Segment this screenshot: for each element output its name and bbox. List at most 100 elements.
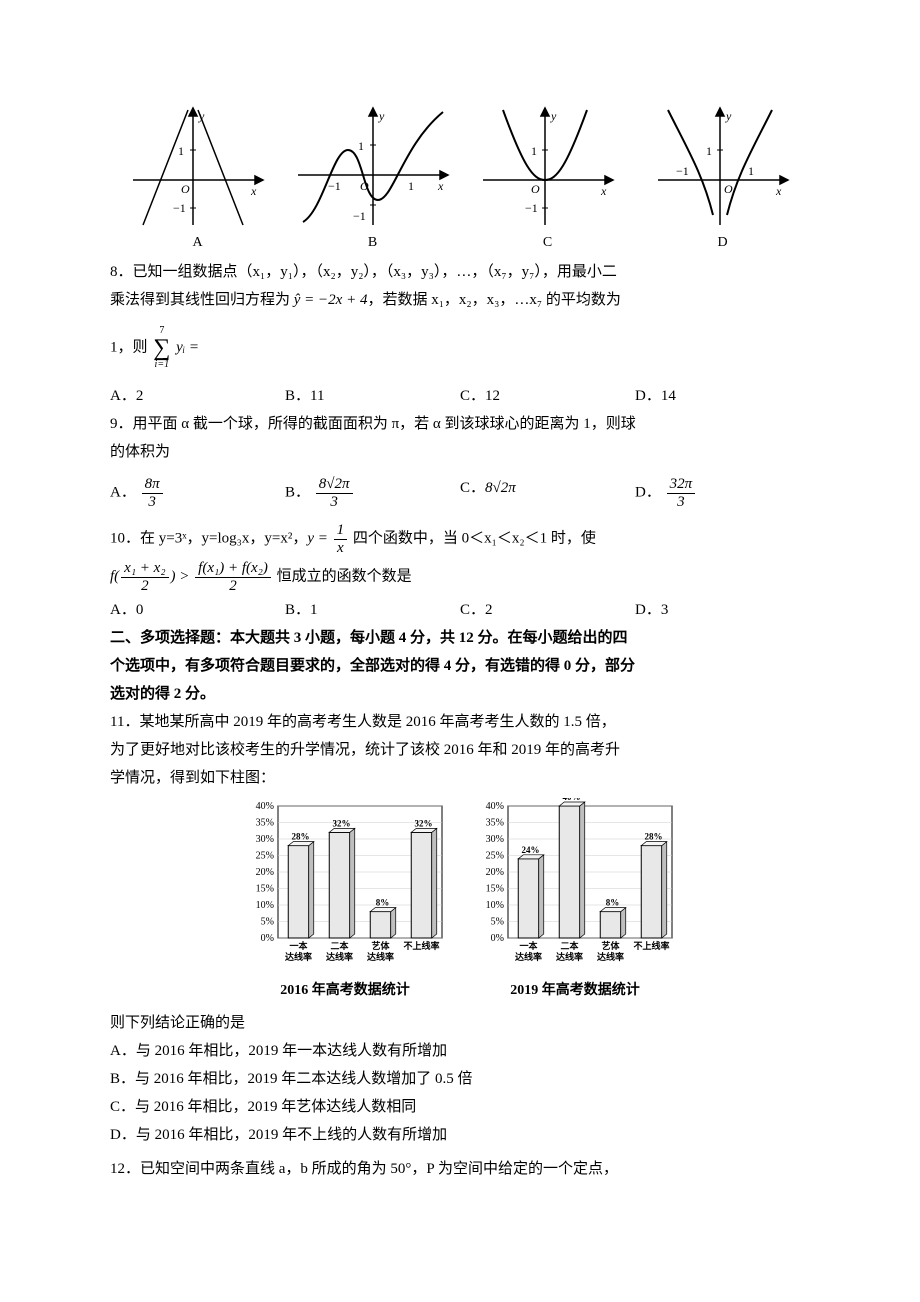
- chart-2016-title: 2016 年高考数据统计: [240, 980, 450, 1002]
- q11-line2: 为了更好地对比该校考生的升学情况，统计了该校 2016 年和 2019 年的高考…: [110, 738, 810, 762]
- graph-b-svg: y 1 −1 1 O x −1: [288, 100, 458, 230]
- q8-opt-d: D．14: [635, 384, 810, 408]
- svg-text:不上线率: 不上线率: [403, 940, 439, 951]
- svg-text:20%: 20%: [256, 867, 274, 878]
- svg-text:−1: −1: [525, 201, 538, 215]
- q10-opt-a: A．0: [110, 598, 285, 622]
- graph-a-label: A: [110, 232, 285, 254]
- svg-text:30%: 30%: [486, 834, 504, 845]
- q9-line1: 9．用平面 α 截一个球，所得的截面面积为 π，若 α 到该球球心的距离为 1，…: [110, 412, 810, 436]
- svg-text:0%: 0%: [491, 933, 504, 944]
- svg-text:28%: 28%: [645, 832, 663, 842]
- svg-text:5%: 5%: [491, 917, 504, 928]
- svg-text:O: O: [360, 179, 369, 193]
- q8-line3: 1，则 7 ∑ i=1 yᵢ =: [110, 326, 810, 370]
- graph-d: y 1 −1 1 O x D: [635, 100, 810, 254]
- svg-text:y: y: [550, 109, 557, 123]
- sigma-icon: 7 ∑ i=1: [153, 326, 170, 370]
- charts-row: 0%5%10%15%20%25%30%35%40%28%一本达线率32%二本达线…: [110, 798, 810, 1002]
- svg-text:0%: 0%: [261, 933, 274, 944]
- chart-2016-svg: 0%5%10%15%20%25%30%35%40%28%一本达线率32%二本达线…: [240, 798, 450, 968]
- chart-2019-title: 2019 年高考数据统计: [470, 980, 680, 1002]
- svg-text:40%: 40%: [256, 801, 274, 812]
- svg-text:O: O: [181, 182, 190, 196]
- svg-text:二本: 二本: [330, 940, 349, 951]
- svg-text:艺体: 艺体: [601, 940, 620, 951]
- svg-text:8%: 8%: [606, 898, 620, 908]
- svg-text:1: 1: [178, 144, 184, 158]
- q9-options: A． 8π3 B． 8√2π3 C．8√2π D． 32π3: [110, 476, 810, 510]
- svg-text:−1: −1: [676, 164, 689, 178]
- graph-d-svg: y 1 −1 1 O x: [648, 100, 798, 230]
- svg-text:达线率: 达线率: [515, 951, 542, 962]
- chart-2019-svg: 0%5%10%15%20%25%30%35%40%24%一本达线率40%二本达线…: [470, 798, 680, 968]
- section2-line1: 二、多项选择题：本大题共 3 小题，每小题 4 分，共 12 分。在每小题给出的…: [110, 626, 810, 650]
- svg-text:−1: −1: [353, 209, 366, 223]
- svg-text:1: 1: [408, 179, 414, 193]
- svg-text:达线率: 达线率: [367, 951, 394, 962]
- q8-options: A．2 B．11 C．12 D．14: [110, 384, 810, 408]
- svg-text:40%: 40%: [486, 801, 504, 812]
- svg-text:x: x: [437, 179, 444, 193]
- svg-text:y: y: [378, 109, 385, 123]
- svg-text:不上线率: 不上线率: [633, 940, 669, 951]
- svg-text:20%: 20%: [486, 867, 504, 878]
- section2-line3: 选对的得 2 分。: [110, 682, 810, 706]
- chart-2016: 0%5%10%15%20%25%30%35%40%28%一本达线率32%二本达线…: [240, 798, 450, 1002]
- graph-a-svg: y 1 −1 O x: [123, 100, 273, 230]
- q11-opt-a: A．与 2016 年相比，2019 年一本达线人数有所增加: [110, 1039, 810, 1063]
- svg-text:25%: 25%: [256, 851, 274, 862]
- q11-line1: 11．某地某所高中 2019 年的高考考生人数是 2016 年高考考生人数的 1…: [110, 710, 810, 734]
- chart-2019: 0%5%10%15%20%25%30%35%40%24%一本达线率40%二本达线…: [470, 798, 680, 1002]
- q10-opt-d: D．3: [635, 598, 810, 622]
- q9-opt-b: B． 8√2π3: [285, 476, 460, 510]
- q11-opt-d: D．与 2016 年相比，2019 年不上线的人数有所增加: [110, 1123, 810, 1147]
- svg-text:y: y: [198, 109, 205, 123]
- q8-opt-b: B．11: [285, 384, 460, 408]
- q12-line1: 12．已知空间中两条直线 a，b 所成的角为 50°，P 为空间中给定的一个定点…: [110, 1157, 810, 1181]
- q11-line3: 学情况，得到如下柱图：: [110, 766, 810, 790]
- q11-opt-b: B．与 2016 年相比，2019 年二本达线人数增加了 0.5 倍: [110, 1067, 810, 1091]
- q10-line2: f(x₁ + x₂2) > f(x₁) + f(x₂)2 恒成立的函数个数是: [110, 560, 810, 594]
- graph-b-label: B: [285, 232, 460, 254]
- svg-text:28%: 28%: [292, 832, 310, 842]
- q10-line1: 10．在 y=3ˣ，y=log₃x，y=x²，y = 1x 四个函数中，当 0＜…: [110, 522, 810, 556]
- svg-text:达线率: 达线率: [326, 951, 353, 962]
- svg-text:32%: 32%: [333, 819, 351, 829]
- svg-text:一本: 一本: [519, 940, 538, 951]
- svg-text:1: 1: [358, 139, 364, 153]
- section2-line2: 个选项中，有多项符合题目要求的，全部选对的得 4 分，有选错的得 0 分，部分: [110, 654, 810, 678]
- svg-text:15%: 15%: [486, 884, 504, 895]
- svg-text:25%: 25%: [486, 851, 504, 862]
- svg-text:达线率: 达线率: [597, 951, 624, 962]
- q9-opt-d: D． 32π3: [635, 476, 810, 510]
- svg-text:35%: 35%: [256, 818, 274, 829]
- svg-text:10%: 10%: [256, 900, 274, 911]
- function-graphs-row: y 1 −1 O x A y 1 −1 1 O x −1: [110, 100, 810, 254]
- svg-text:−1: −1: [328, 179, 341, 193]
- q10-opt-c: C．2: [460, 598, 635, 622]
- graph-a: y 1 −1 O x A: [110, 100, 285, 254]
- svg-text:x: x: [775, 184, 782, 198]
- q8-opt-c: C．12: [460, 384, 635, 408]
- svg-text:达线率: 达线率: [556, 951, 583, 962]
- q10-opt-b: B．1: [285, 598, 460, 622]
- svg-text:艺体: 艺体: [371, 940, 390, 951]
- svg-text:y: y: [725, 109, 732, 123]
- svg-text:35%: 35%: [486, 818, 504, 829]
- q8-line2: 乘法得到其线性回归方程为 ŷ = −2x + 4，若数据 x₁，x₂，x₃，…x…: [110, 288, 810, 312]
- svg-text:40%: 40%: [563, 798, 581, 802]
- q8-opt-a: A．2: [110, 384, 285, 408]
- svg-text:二本: 二本: [560, 940, 579, 951]
- q9-opt-c: C．8√2π: [460, 476, 635, 510]
- q10-options: A．0 B．1 C．2 D．3: [110, 598, 810, 622]
- svg-text:1: 1: [531, 144, 537, 158]
- graph-c-svg: y 1 −1 O x: [473, 100, 623, 230]
- svg-text:24%: 24%: [522, 845, 540, 855]
- q11-conclusion: 则下列结论正确的是: [110, 1011, 810, 1035]
- svg-text:一本: 一本: [289, 940, 308, 951]
- svg-text:达线率: 达线率: [285, 951, 312, 962]
- q9-opt-a: A． 8π3: [110, 476, 285, 510]
- svg-text:15%: 15%: [256, 884, 274, 895]
- graph-b: y 1 −1 1 O x −1 B: [285, 100, 460, 254]
